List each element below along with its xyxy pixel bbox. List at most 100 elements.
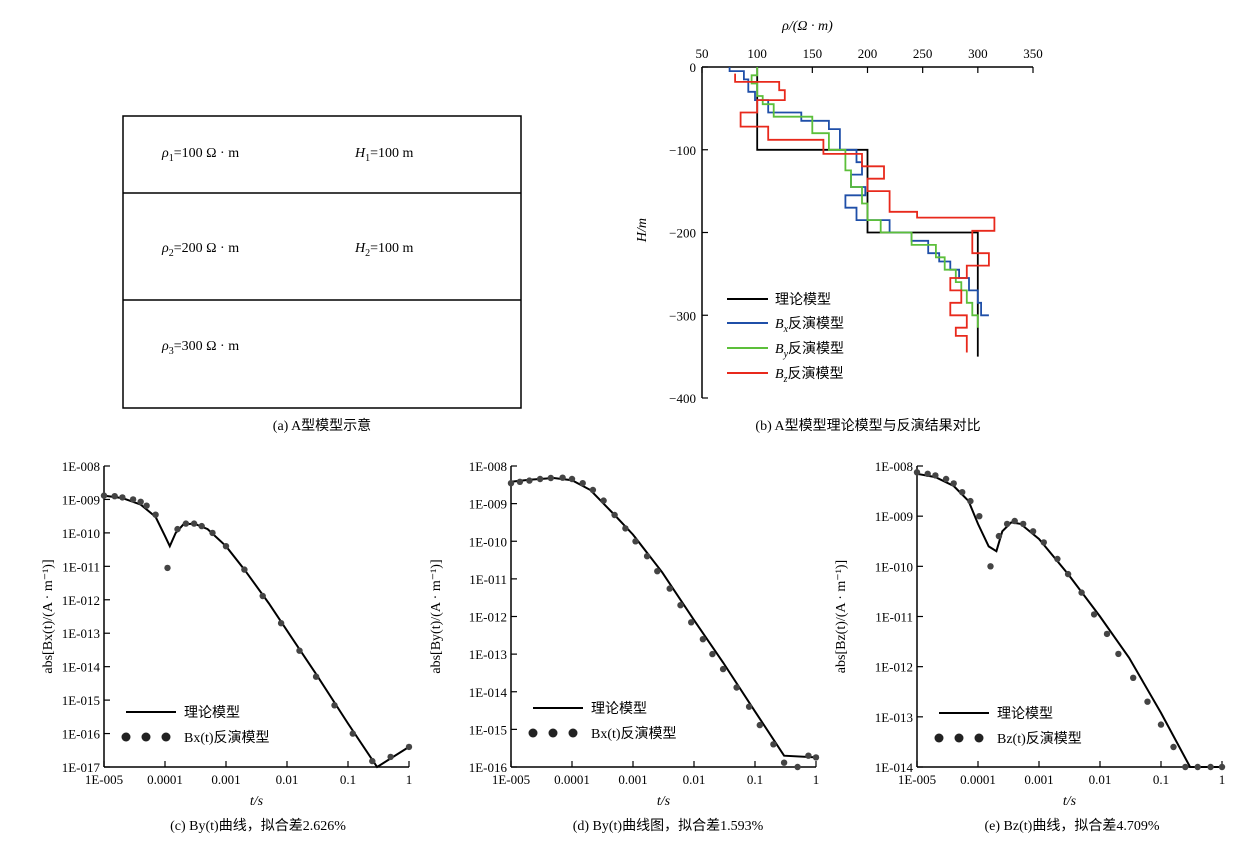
x-tick-label: 0.1 [340,772,356,787]
inversion-dot [688,619,695,626]
inversion-dot [1011,517,1018,525]
y-axis-title: H/m [635,218,650,243]
inversion-dot [589,486,597,494]
y-tick-label: 1E-015 [469,722,507,737]
inversion-dot [536,475,544,483]
inversion-dot [913,469,921,476]
inversion-dot [277,620,285,627]
x-tick-label: 50 [696,46,709,61]
inversion-dot [547,474,554,482]
inversion-dot [100,492,108,499]
inversion-dot [950,480,957,487]
legend-swatch-dot [141,732,151,742]
x-tick-label: 0.0001 [147,772,183,787]
legend-label-theory: 理论模型 [184,705,240,721]
inversion-dot [812,754,820,761]
legend-label-by: By反演模型 [775,341,844,360]
inversion-dot [387,753,394,761]
legend-label-theory: 理论模型 [591,701,647,717]
legend-label-bx: Bx反演模型 [775,316,844,335]
y-tick-label: 0 [690,60,697,75]
inversion-dot [241,566,248,573]
legend-swatch-dot [161,732,171,742]
legend-label-bz: Bz反演模型 [775,366,843,385]
legend-swatch-dot [548,728,558,738]
x-tick-label: 0.001 [618,772,647,787]
inversion-dot [137,498,144,505]
y-tick-label: 1E-012 [875,660,913,675]
inversion-dot [959,489,966,496]
x-tick-label: 0.0001 [554,772,590,787]
inversion-dot [632,538,639,545]
inversion-dot [654,568,661,575]
legend-swatch-dot [528,728,538,738]
panel-caption: (e) Bz(t)曲线，拟合差4.709% [985,818,1160,834]
panel-b-legend: 理论模型 Bx反演模型 By反演模型 Bz反演模型 [727,292,844,385]
chart-panel-b: 50 100 150 200 250 300 350 0 −100 −200 −300 −400 ρ/(… [635,19,1043,434]
inversion-dot [507,480,515,487]
chart-panel-c: 1E-005 0.0001 0.001 0.01 0.1 1 1E-008 1E-009 1E-… [41,459,412,834]
y-tick-label: −200 [669,226,696,241]
layer-2-resistivity: ρ2=200 Ω · m [161,241,239,259]
inversion-dot [1078,589,1085,596]
x-tick-label: 1E-005 [898,772,936,787]
inversion-dot [719,665,727,673]
legend-label-theory: 理论模型 [997,706,1053,722]
y-tick-label: −300 [669,308,696,323]
y-tick-label: 1E-012 [469,610,507,625]
y-tick-label: 1E-009 [62,492,100,507]
inversion-dot [1029,528,1037,535]
panel-a-model: ρ1=100 Ω · m H1=100 m ρ2=200 Ω · m H2=10… [122,115,522,434]
inversion-dot [987,563,994,570]
inversion-dot [312,673,320,680]
inversion-dot [579,480,586,487]
y-axis-title: abs[Bz(t)/(A · m⁻¹)] [834,560,849,673]
inversion-dot [1020,520,1027,528]
y-tick-label: 1E-014 [875,760,914,775]
inversion-dot [756,721,763,729]
x-tick-label: 0.1 [1153,772,1169,787]
inversion-dot [967,497,974,505]
y-tick-label: −100 [669,143,696,158]
inversion-dot [182,520,190,527]
inversion-dot [1144,698,1151,705]
y-tick-label: 1E-014 [62,660,101,675]
model-frame [122,115,522,409]
y-tick-label: 1E-015 [62,693,100,708]
inversion-dot [331,702,338,709]
inversion-dot [1003,520,1011,528]
layer-1-resistivity: ρ1=100 Ω · m [161,146,239,164]
x-tick-label: 250 [913,46,933,61]
panel-caption: (c) By(t)曲线，拟合差2.626% [170,818,346,834]
x-tick-label: 0.01 [683,772,706,787]
y-tick-label: 1E-008 [62,459,100,474]
x-tick-label: 0.01 [1089,772,1112,787]
inversion-dot [349,730,356,737]
x-tick-label: 200 [858,46,878,61]
inversion-dot [1194,763,1201,771]
legend-swatch-dot [934,733,944,743]
y-tick-label: −400 [669,391,696,406]
x-tick-label: 0.0001 [960,772,996,787]
inversion-dot [1170,743,1177,751]
inversion-dot [677,602,684,609]
inversion-dot [516,478,524,485]
y-axis-title: abs[By(t)/(A · m⁻¹)] [429,559,444,673]
inversion-dot [1182,763,1189,771]
y-axis-title: abs[Bx(t)/(A · m⁻¹)] [41,559,56,673]
inversion-dot [259,592,266,600]
x-tick-label: 1 [813,772,820,787]
x-tick-label: 0.001 [211,772,240,787]
y-tick-label: 1E-009 [875,509,913,524]
inversion-dot [559,474,566,481]
inversion-dot [174,525,181,533]
x-axis-title: t/s [250,794,264,809]
y-tick-label: 1E-016 [469,760,508,775]
inversion-dot [1130,674,1137,681]
y-tick-label: 1E-017 [62,760,101,775]
inversion-dot [119,494,126,501]
legend-swatch-dot [568,728,578,738]
legend-swatch-dot [954,733,964,743]
inversion-dot [780,759,788,766]
